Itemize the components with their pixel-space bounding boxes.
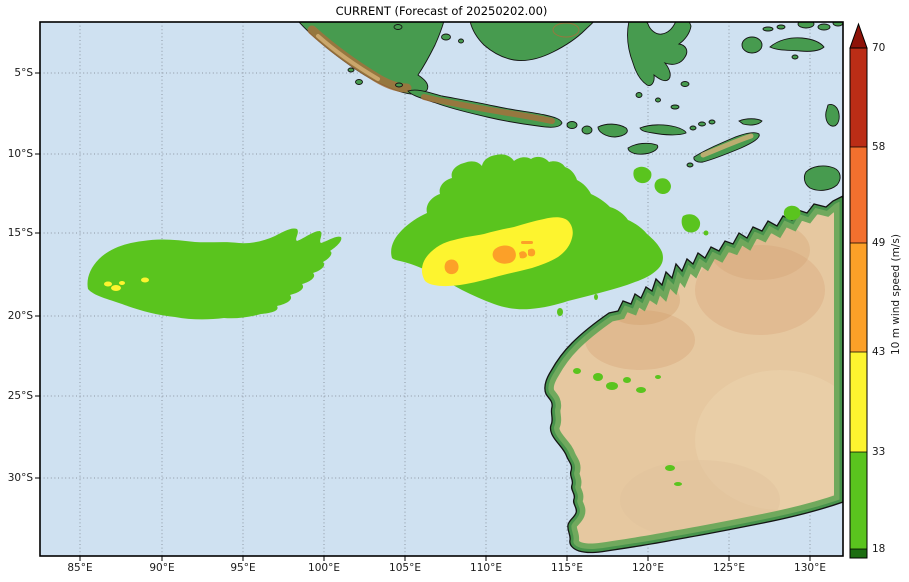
island-melville [803,165,841,191]
australia [544,195,843,554]
lon-tick-label: 110°E [470,562,502,574]
lon-tick-label: 125°E [713,562,745,574]
landmasses [298,22,843,554]
island-sulawesi [627,22,692,86]
colorbar-tick-label: 33 [872,446,886,458]
colorbar-tick-label: 18 [872,543,886,555]
axis-ticks [35,72,811,561]
lat-tick-label: 25°S [7,390,33,402]
island-borneo [469,22,594,61]
lon-tick-label: 95°E [230,562,256,574]
colorbar-over-arrow [849,22,868,49]
lon-tick-label: 85°E [67,562,93,574]
lon-tick-label: 115°E [551,562,583,574]
chart-title: CURRENT (Forecast of 20250202.00) [335,4,548,18]
lat-tick-label: 10°S [7,148,33,160]
wind-swaths [87,154,801,486]
colorbar-tick-label: 58 [872,141,886,153]
colorbar-tick-label: 49 [872,237,886,249]
colorbar-tick-label: 70 [872,42,886,54]
lon-tick-label: 120°E [632,562,664,574]
lat-tick-label: 5°S [14,67,33,79]
island-flores [639,124,687,136]
lon-tick-label: 100°E [308,562,340,574]
swath-orange [444,241,536,275]
lat-tick-label: 15°S [7,227,33,239]
lat-tick-label: 20°S [7,310,33,322]
lat-tick-label: 30°S [7,472,33,484]
lon-tick-label: 90°E [149,562,175,574]
island-sumba [627,142,659,155]
colorbar [849,22,868,559]
lon-tick-label: 105°E [389,562,421,574]
swath-green-west [87,228,342,320]
island-buru [741,36,763,54]
colorbar-under-strip [850,549,867,558]
lon-tick-label: 130°E [794,562,826,574]
colorbar-tick-label: 43 [872,346,886,358]
island-seram [769,37,825,52]
plot-frame [39,21,844,557]
